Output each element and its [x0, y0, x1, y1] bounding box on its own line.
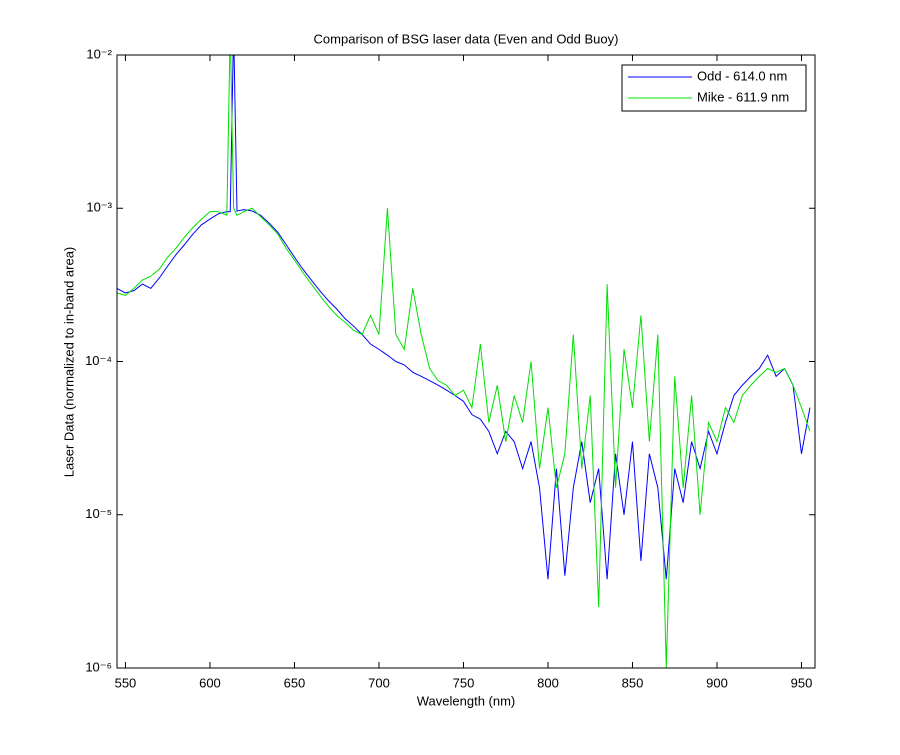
y-tick-label: 10⁻⁴: [85, 353, 112, 368]
x-tick-label: 600: [199, 675, 221, 690]
x-axis-label: Wavelength (nm): [417, 693, 516, 708]
legend-label: Mike - 611.9 nm: [697, 89, 789, 104]
x-tick-label: 700: [368, 675, 390, 690]
y-tick-label: 10⁻²: [86, 46, 112, 61]
x-tick-label: 550: [115, 675, 137, 690]
plot-area: [117, 55, 815, 668]
series-line: [117, 55, 811, 668]
x-tick-label: 950: [791, 675, 813, 690]
x-tick-label: 800: [537, 675, 559, 690]
x-tick-label: 850: [622, 675, 644, 690]
chart-title: Comparison of BSG laser data (Even and O…: [314, 31, 619, 46]
x-tick-label: 650: [284, 675, 306, 690]
legend-label: Odd - 614.0 nm: [697, 68, 787, 83]
x-tick-label: 900: [706, 675, 728, 690]
legend-box: [621, 64, 807, 112]
y-tick-label: 10⁻⁵: [85, 506, 112, 521]
y-tick-label: 10⁻⁶: [85, 659, 112, 674]
y-tick-label: 10⁻³: [86, 200, 112, 215]
plot-lines: [117, 55, 811, 668]
y-axis-label: Laser Data (normalized to in-band area): [61, 247, 76, 478]
x-tick-label: 750: [453, 675, 475, 690]
axes-box: [116, 54, 816, 669]
